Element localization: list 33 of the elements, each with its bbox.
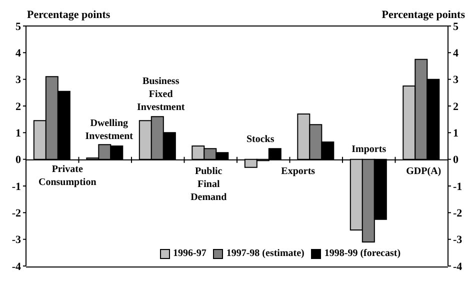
x-tick-label: Stocks [246,134,274,145]
y-tick-label: 2 [16,100,22,113]
y2-tick-label: -4 [453,260,463,273]
legend-label: 1997-98 (estimate) [225,248,304,259]
y-tick-label: 0 [16,154,22,166]
y2-tick-label: 2 [453,100,459,113]
y2-tick-label: 0 [453,154,459,166]
y-axis-title: Percentage points [27,9,111,21]
y-tick-label: 1 [16,128,21,140]
y2-tick-label: 5 [453,20,459,33]
y-tick-label: -1 [12,180,21,193]
x-tick-label: Public Final Demand [190,166,228,203]
y-tick-label: 3 [16,74,22,86]
legend-label: 1998-99 (forecast) [323,248,401,259]
y-tick-label: -2 [12,208,22,220]
y2-tick-label: -2 [453,208,463,220]
y2-tick-label: 1 [453,128,458,140]
x-tick-label: GDP(A) [406,166,442,177]
y-tick-label: -3 [12,234,22,246]
x-tick-label: Exports [281,166,316,177]
y2-tick-label: -1 [453,180,462,193]
y-tick-label: 4 [16,48,22,60]
x-tick-label: Private Consumption [38,164,97,188]
x-tick-label: Dwelling Investment [85,118,134,142]
x-tick-label: Business Fixed Investment [136,76,186,113]
y-tick-label: 5 [16,20,22,33]
y2-tick-label: 4 [453,48,459,60]
y2-axis-title: Percentage points [382,9,466,21]
legend-label: 1996-97 [172,248,206,259]
y2-tick-label: -3 [453,234,463,246]
y-tick-label: -4 [12,260,22,273]
x-tick-label: Imports [352,144,386,155]
y2-tick-label: 3 [453,74,459,86]
